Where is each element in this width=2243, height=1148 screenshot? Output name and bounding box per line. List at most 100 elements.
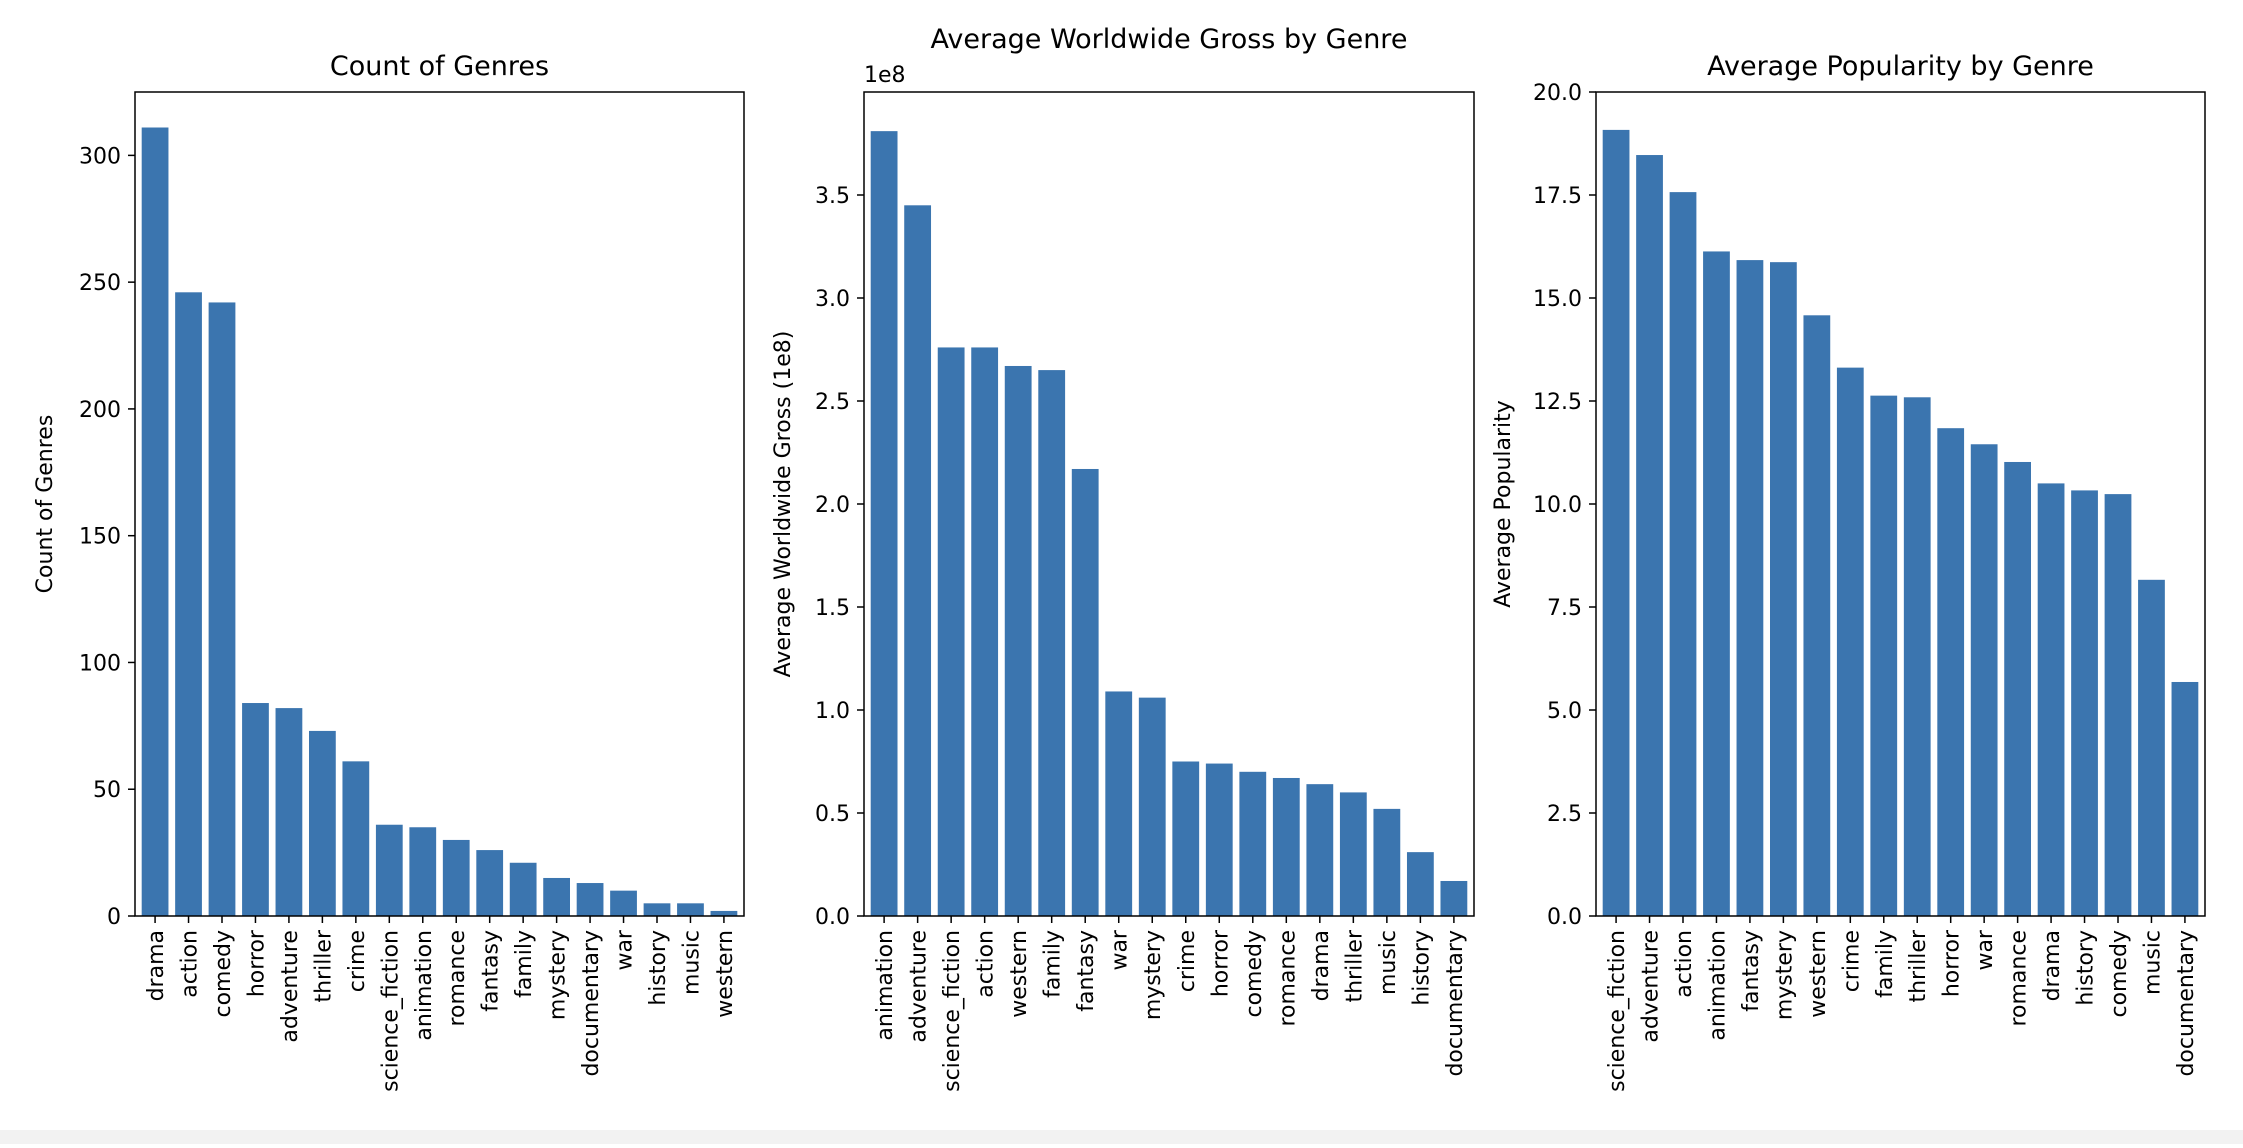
- bar: [677, 903, 704, 916]
- bar: [2037, 483, 2065, 916]
- bar: [904, 205, 932, 917]
- x-tick-label: science_fiction: [1605, 930, 1630, 1092]
- bar: [1071, 468, 1099, 916]
- x-tick-label: thriller: [1906, 929, 1931, 1002]
- bar: [1836, 367, 1864, 916]
- bar: [1239, 771, 1267, 916]
- x-tick-label: family: [1873, 930, 1898, 998]
- bar: [309, 730, 336, 916]
- x-tick-label: fantasy: [1739, 930, 1764, 1012]
- x-tick-label: crime: [1175, 930, 1200, 992]
- x-tick-label: horror: [1940, 929, 1965, 997]
- bar: [1636, 155, 1663, 917]
- bar: [1970, 444, 1998, 916]
- y-tick-label: 2.0: [815, 493, 850, 518]
- bar: [1736, 260, 1764, 917]
- bar: [141, 127, 169, 916]
- bar: [543, 877, 570, 916]
- plot-frame: [134, 91, 745, 917]
- y-tick-label: 17.5: [1533, 184, 1582, 209]
- bar: [1339, 792, 1367, 916]
- x-tick-label: documentary: [579, 930, 604, 1077]
- chart-title: Count of Genres: [330, 51, 549, 82]
- bar: [1038, 370, 1066, 917]
- x-tick-label: action: [1672, 930, 1697, 998]
- x-tick-label: fantasy: [479, 930, 504, 1012]
- bar: [1903, 397, 1931, 916]
- x-tick-label: adventure: [1639, 930, 1664, 1043]
- x-tick-label: comedy: [211, 930, 236, 1018]
- y-tick-label: 1.0: [815, 699, 850, 724]
- chart-title: Average Popularity by Genre: [1707, 51, 2094, 82]
- bar: [242, 703, 269, 916]
- y-tick-label: 3.0: [815, 287, 850, 312]
- x-tick-label: music: [2140, 930, 2165, 995]
- x-tick-label: history: [646, 930, 671, 1006]
- bar: [710, 910, 738, 916]
- bar: [1440, 880, 1468, 916]
- y-tick-label: 0.0: [1547, 905, 1582, 930]
- x-tick-label: action: [178, 930, 203, 998]
- bar: [576, 883, 604, 916]
- bar: [409, 827, 437, 916]
- x-tick-label: crime: [345, 930, 370, 992]
- x-tick-label: western: [1806, 930, 1831, 1018]
- y-axis-label: Average Popularity: [1491, 400, 1516, 608]
- bar: [1172, 761, 1200, 916]
- x-tick-label: documentary: [1443, 930, 1468, 1077]
- bar: [1306, 784, 1334, 916]
- x-tick-label: romance: [1275, 930, 1300, 1027]
- x-tick-label: documentary: [2174, 930, 2199, 1077]
- x-tick-label: science_fiction: [940, 930, 965, 1092]
- x-tick-label: music: [1376, 930, 1401, 995]
- y-tick-label: 200: [79, 398, 121, 423]
- y-tick-label: 0.5: [815, 802, 850, 827]
- y-tick-label: 15.0: [1533, 287, 1582, 312]
- bar: [208, 302, 236, 916]
- y-tick-label: 50: [93, 778, 121, 803]
- bar: [476, 850, 504, 916]
- y-tick-label: 20.0: [1533, 81, 1582, 106]
- y-axis-label: Average Worldwide Gross (1e8): [771, 331, 796, 678]
- x-tick-label: action: [974, 930, 999, 998]
- x-tick-label: comedy: [1242, 930, 1267, 1018]
- x-tick-label: war: [1108, 929, 1133, 970]
- y-tick-label: 100: [79, 651, 121, 676]
- x-tick-label: romance: [2007, 930, 2032, 1027]
- bar: [1205, 763, 1233, 916]
- x-tick-label: war: [1973, 929, 1998, 970]
- x-tick-label: thriller: [311, 929, 336, 1002]
- bar: [442, 839, 470, 916]
- y-tick-label: 1.5: [815, 596, 850, 621]
- bar: [1406, 852, 1434, 916]
- window-bottom-bar: [0, 1130, 2243, 1144]
- x-tick-label: comedy: [2107, 930, 2132, 1018]
- x-tick-label: adventure: [278, 930, 303, 1043]
- chart-panel-1: drama action comedy horror adventure thriller…: [33, 51, 745, 1092]
- y-axis-label: Count of Genres: [33, 415, 58, 594]
- chart-panel-2: animation adventure science_fiction action w…: [771, 24, 1475, 1092]
- y-tick-label: 150: [79, 525, 121, 550]
- bar: [1105, 691, 1133, 916]
- y-tick-label: 7.5: [1547, 596, 1582, 621]
- bar: [1272, 777, 1300, 916]
- bar: [1870, 395, 1898, 916]
- y-tick-label: 12.5: [1533, 390, 1582, 415]
- bar: [1138, 697, 1166, 916]
- bar: [937, 347, 965, 916]
- bar: [1803, 315, 1831, 916]
- x-tick-label: animation: [1705, 930, 1730, 1041]
- x-tick-label: family: [1041, 930, 1066, 998]
- y-tick-label: 2.5: [1547, 802, 1582, 827]
- bar: [2104, 494, 2132, 916]
- bar: [643, 903, 671, 916]
- x-tick-label: mystery: [1772, 930, 1797, 1020]
- bar: [1770, 262, 1797, 916]
- y-tick-label: 0.0: [815, 905, 850, 930]
- y-tick-label: 3.5: [815, 184, 850, 209]
- y-tick-label: 250: [79, 271, 121, 296]
- x-tick-label: western: [1007, 930, 1032, 1018]
- plot-frame: [863, 91, 1475, 917]
- bar: [2138, 579, 2165, 916]
